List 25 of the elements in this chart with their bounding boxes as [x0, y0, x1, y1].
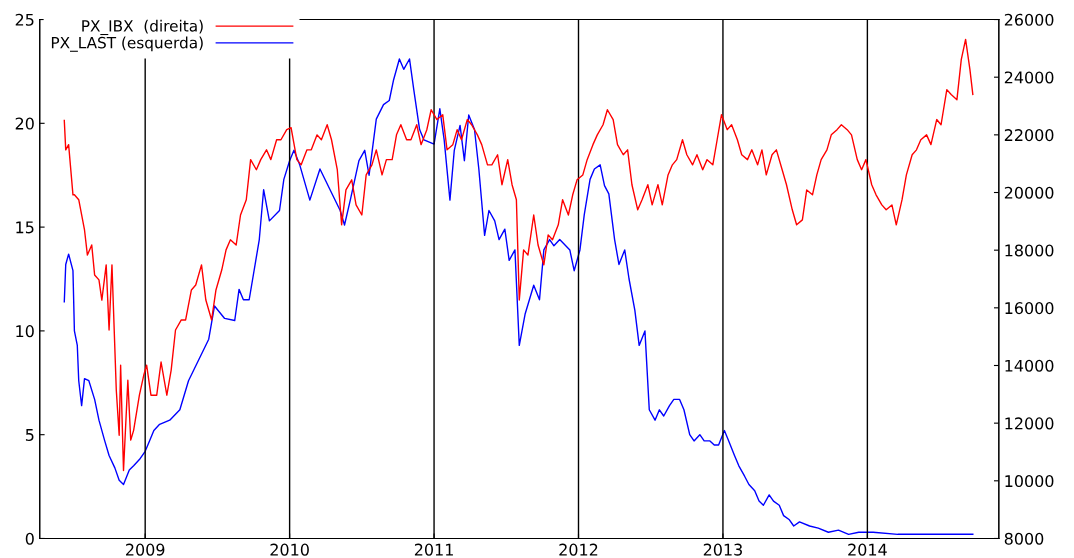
y-tick-label: 5	[25, 429, 34, 441]
y2-tick-label: 26000	[1004, 13, 1054, 26]
y-tick-label: 20	[15, 117, 34, 130]
y-tick-label: 10	[16, 325, 34, 338]
legend-label: PX_LAST (esquerda)	[51, 36, 203, 52]
y-tick-label: 25	[15, 13, 34, 26]
x-tick-label: 2011	[414, 543, 453, 556]
line-series	[63, 58, 974, 536]
y2-tick-label: 10000	[1005, 475, 1054, 488]
x-tick-label: 2009	[126, 543, 165, 556]
y2-tick-label: 14000	[1005, 359, 1054, 372]
x-tick-label: 2013	[703, 543, 742, 556]
x-tick-label: 2010	[270, 543, 309, 556]
y2-tick-label: 16000	[1005, 302, 1054, 315]
x-tick-label: 2014	[848, 543, 887, 556]
y2-tick-label: 8000	[1004, 532, 1044, 545]
y2-tick-label: 12000	[1005, 417, 1054, 430]
y-tick-label: 0	[25, 532, 34, 545]
y2-tick-label: 18000	[1005, 244, 1054, 257]
y2-tick-label: 24000	[1004, 71, 1054, 84]
y2-tick-label: 22000	[1004, 129, 1054, 142]
y2-tick-label: 20000	[1004, 186, 1054, 199]
x-tick-label: 2012	[559, 543, 598, 556]
legend-label: PX_IBX (direita)	[82, 19, 203, 36]
y-tick-label: 15	[16, 221, 34, 234]
